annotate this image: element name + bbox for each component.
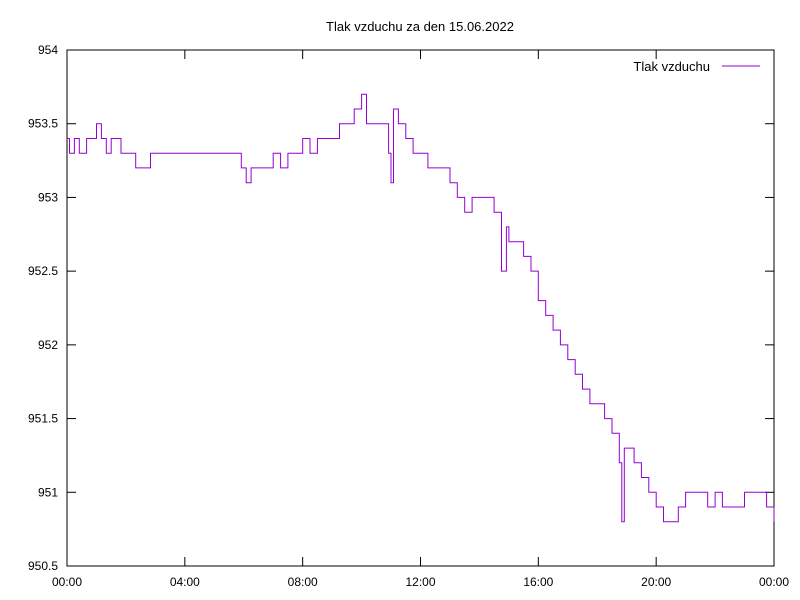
y-tick-label: 951.5	[28, 412, 58, 426]
y-tick-label: 953.5	[28, 117, 58, 131]
chart-title: Tlak vzduchu za den 15.06.2022	[326, 19, 514, 34]
y-tick-label: 950.5	[28, 559, 58, 573]
plot-frame	[66, 49, 775, 567]
x-tick-label: 00:00	[759, 575, 789, 589]
legend: Tlak vzduchu	[633, 59, 760, 74]
y-tick-label: 954	[38, 43, 58, 57]
y-tick-label: 952	[38, 338, 58, 352]
x-tick-label: 12:00	[405, 575, 435, 589]
x-tick-label: 04:00	[170, 575, 200, 589]
x-tick-label: 16:00	[523, 575, 553, 589]
legend-label: Tlak vzduchu	[633, 59, 710, 74]
series-line-tlak-vzduchu	[67, 93, 775, 523]
y-axis: 950.5 951 951.5 952 952.5 953 953.5 954	[28, 43, 774, 573]
x-axis: 00:00 04:00 08:00 12:00 16:00 20:00 00:00	[52, 50, 789, 589]
y-tick-label: 951	[38, 485, 58, 499]
x-tick-label: 08:00	[288, 575, 318, 589]
y-tick-label: 952.5	[28, 264, 58, 278]
x-tick-label: 00:00	[52, 575, 82, 589]
x-tick-label: 20:00	[641, 575, 671, 589]
y-tick-label: 953	[38, 190, 58, 204]
